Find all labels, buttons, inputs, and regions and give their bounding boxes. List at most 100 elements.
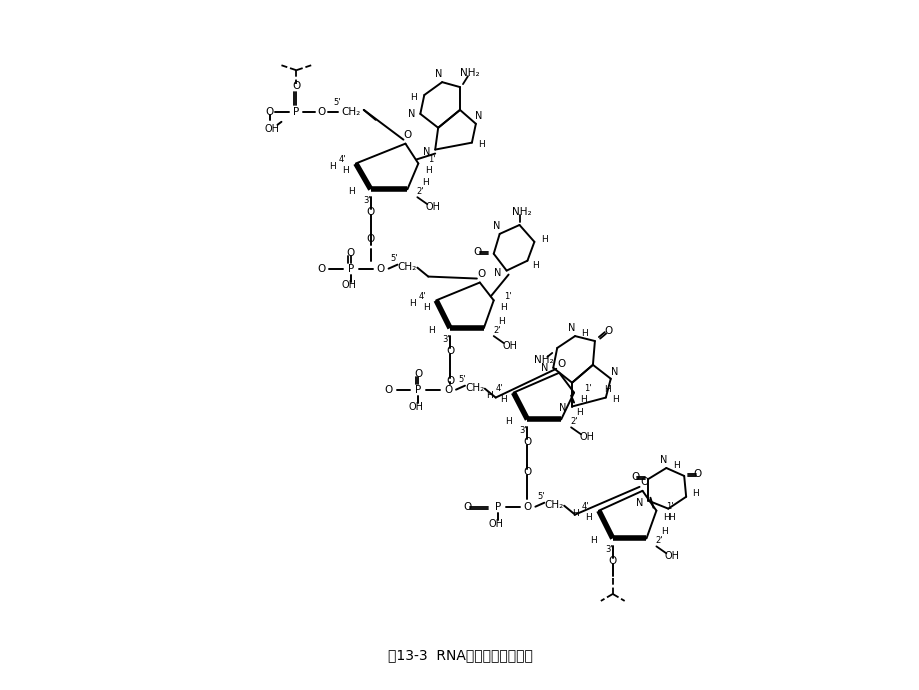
- Text: 5': 5': [391, 254, 398, 263]
- Text: N: N: [422, 146, 429, 157]
- Text: H: H: [691, 489, 698, 498]
- Text: H: H: [590, 536, 596, 545]
- Text: 4': 4': [581, 502, 588, 511]
- Text: 2': 2': [655, 536, 663, 545]
- Text: O: O: [608, 556, 617, 566]
- Text: O: O: [266, 107, 273, 117]
- Text: O: O: [384, 384, 392, 395]
- Text: H: H: [500, 303, 506, 312]
- Text: CH₂: CH₂: [341, 107, 360, 117]
- Text: OH: OH: [264, 124, 278, 134]
- Text: H: H: [486, 391, 493, 400]
- Text: 3': 3': [442, 335, 449, 344]
- Text: OH: OH: [425, 202, 440, 212]
- Text: N: N: [494, 268, 501, 277]
- Text: 1': 1': [504, 292, 511, 301]
- Text: 4': 4': [338, 155, 346, 164]
- Text: O: O: [403, 130, 411, 139]
- Text: 3': 3': [519, 426, 527, 435]
- Text: H: H: [667, 513, 674, 522]
- Text: O: O: [414, 368, 422, 379]
- Text: OH: OH: [408, 402, 424, 411]
- Text: P: P: [494, 502, 500, 512]
- Text: OH: OH: [502, 341, 516, 351]
- Text: N: N: [540, 363, 548, 373]
- Text: H: H: [531, 261, 539, 270]
- Text: N: N: [493, 221, 500, 231]
- Text: N: N: [559, 404, 566, 413]
- Text: O: O: [346, 248, 355, 258]
- Text: H: H: [478, 140, 484, 149]
- Text: P: P: [347, 264, 354, 274]
- Text: NH₂: NH₂: [460, 68, 479, 78]
- Text: O: O: [446, 346, 454, 356]
- Text: H: H: [423, 303, 429, 312]
- Text: H: H: [575, 408, 582, 417]
- Text: H: H: [604, 385, 610, 394]
- Text: O: O: [692, 469, 700, 479]
- Text: H: H: [660, 527, 667, 536]
- Text: H: H: [342, 166, 349, 175]
- Text: O: O: [523, 502, 531, 512]
- Text: N: N: [474, 111, 482, 121]
- Text: O: O: [604, 326, 612, 336]
- Text: H: H: [410, 92, 416, 101]
- Text: O: O: [317, 107, 325, 117]
- Text: N: N: [635, 497, 642, 508]
- Text: CH₂: CH₂: [397, 262, 416, 272]
- Text: O: O: [640, 477, 648, 487]
- Text: OH: OH: [488, 519, 503, 529]
- Text: H: H: [427, 326, 434, 335]
- Text: 5': 5': [537, 492, 544, 501]
- Text: O: O: [630, 472, 639, 482]
- Text: NH₂: NH₂: [533, 355, 552, 365]
- Text: O: O: [292, 81, 301, 91]
- Text: 1': 1': [666, 502, 674, 511]
- Text: H: H: [571, 509, 578, 518]
- Text: H: H: [409, 299, 415, 308]
- Text: OH: OH: [664, 551, 679, 561]
- Text: N: N: [659, 455, 666, 465]
- Text: H: H: [581, 328, 588, 337]
- Text: H: H: [540, 235, 547, 244]
- Text: H: H: [498, 317, 505, 326]
- Text: O: O: [444, 384, 452, 395]
- Text: H: H: [328, 162, 335, 171]
- Text: 2': 2': [570, 417, 577, 426]
- Text: H: H: [612, 395, 618, 404]
- Text: 1': 1': [428, 155, 436, 164]
- Text: NH₂: NH₂: [511, 207, 531, 217]
- Text: P: P: [414, 384, 421, 395]
- Text: O: O: [523, 437, 531, 447]
- Text: 5': 5': [458, 375, 465, 384]
- Text: O: O: [317, 264, 325, 274]
- Text: H: H: [663, 513, 669, 522]
- Text: H: H: [425, 166, 431, 175]
- Text: 4': 4': [418, 292, 425, 301]
- Text: 1': 1': [584, 384, 591, 393]
- Text: O: O: [523, 467, 531, 477]
- Text: P: P: [293, 107, 299, 117]
- Text: N: N: [568, 323, 575, 333]
- Text: OH: OH: [341, 280, 356, 290]
- Text: 4': 4': [495, 384, 503, 393]
- Text: H: H: [580, 395, 586, 404]
- Text: 3': 3': [605, 545, 612, 554]
- Text: 图13-3  RNA分子中一小段结构: 图13-3 RNA分子中一小段结构: [387, 649, 532, 662]
- Text: N: N: [435, 69, 442, 79]
- Text: O: O: [376, 264, 384, 274]
- Text: OH: OH: [579, 432, 594, 442]
- Text: H: H: [584, 513, 592, 522]
- Text: O: O: [556, 359, 564, 369]
- Text: H: H: [348, 187, 355, 196]
- Text: O: O: [366, 207, 374, 217]
- Text: 2': 2': [416, 187, 424, 196]
- Text: O: O: [366, 234, 374, 244]
- Text: 5': 5': [333, 99, 340, 108]
- Text: N: N: [610, 367, 618, 377]
- Text: H: H: [672, 460, 679, 469]
- Text: 2': 2': [493, 326, 500, 335]
- Text: CH₂: CH₂: [544, 500, 563, 510]
- Text: O: O: [477, 268, 485, 279]
- Text: 3': 3': [363, 196, 370, 205]
